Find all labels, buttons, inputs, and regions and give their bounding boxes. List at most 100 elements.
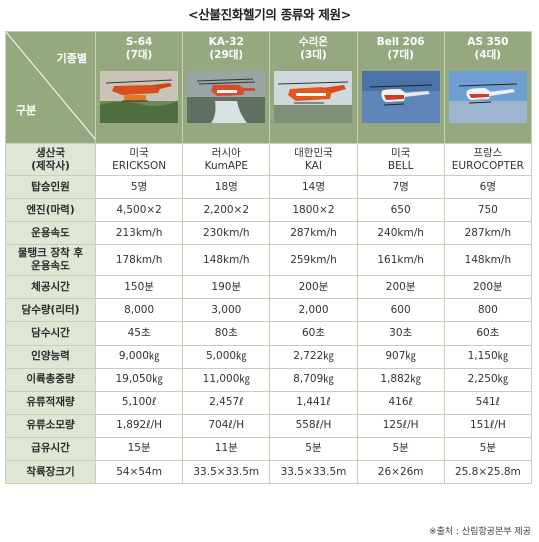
table-cell: 1800×2 (269, 198, 358, 223)
model-name: KA-32 (208, 36, 244, 48)
table-cell: 200분 (269, 275, 358, 300)
corner-label-category: 구분 (16, 104, 37, 117)
table-cell: 18명 (182, 174, 271, 200)
table-cell: 7명 (356, 174, 445, 200)
table-cell: 5명 (94, 174, 184, 200)
table-cell: 2,722㎏ (269, 344, 358, 369)
model-count: (29대) (209, 49, 244, 61)
corner-label-model: 기종별 (56, 52, 87, 65)
table-cell: 프랑스 EUROCOPTER (443, 143, 532, 176)
table-cell: 2,000 (269, 298, 358, 323)
table-cell: 2,200×2 (182, 198, 271, 223)
row-label: 탑승인원 (5, 174, 96, 200)
table-row: 엔진(마력) 4,500×2 2,200×2 1800×2 650 750 (5, 198, 532, 223)
table-cell: 11,000㎏ (182, 367, 271, 392)
table-cell: 2,250㎏ (443, 367, 532, 392)
model-name: AS 350 (467, 36, 509, 48)
table-row: 탑승인원 5명 18명 14명 7명 6명 (5, 174, 532, 200)
table-cell: 800 (443, 298, 532, 323)
table-cell: 151ℓ/H (443, 413, 532, 438)
table-cell: 5분 (356, 436, 445, 462)
table-cell: 54×54m (94, 460, 184, 485)
table-cell: 3,000 (182, 298, 271, 323)
table-cell: 5,000㎏ (182, 344, 271, 369)
table-cell: 15분 (94, 436, 184, 462)
model-name: 수리온 (298, 36, 328, 48)
model-count: (7대) (125, 49, 153, 61)
table-cell: 14명 (269, 174, 358, 200)
table-cell: 25.8×25.8m (443, 460, 532, 485)
table-row: 체공시간 150분 190분 200분 200분 200분 (5, 275, 532, 300)
model-name: Bell 206 (376, 36, 425, 48)
table-row: 유류적재량 5,100ℓ 2,457ℓ 1,441ℓ 416ℓ 541ℓ (5, 390, 532, 415)
table-cell: 30초 (356, 321, 445, 346)
table-row: 착륙장크기 54×54m 33.5×33.5m 33.5×33.5m 26×26… (5, 460, 532, 485)
table-cell: 5,100ℓ (94, 390, 184, 415)
table-cell: 750 (443, 198, 532, 223)
model-name: S-64 (125, 36, 153, 48)
model-count: (3대) (300, 49, 327, 61)
table-cell: 148km/h (182, 244, 271, 277)
table-cell: 4,500×2 (94, 198, 184, 223)
source-note: ※출처 : 산림항공본부 제공 (429, 527, 531, 537)
table-cell: 80초 (182, 321, 271, 346)
table-cell: 125ℓ/H (356, 413, 445, 438)
table-cell: 150분 (94, 275, 184, 300)
table-cell: 11분 (182, 436, 271, 462)
table-cell: 1,441ℓ (269, 390, 358, 415)
table-cell: 200분 (356, 275, 445, 300)
table-cell: 33.5×33.5m (269, 460, 358, 485)
row-label: 이륙총중량 (5, 367, 96, 392)
helicopter-photo-ka32 (187, 71, 266, 123)
table-cell: 8,000 (94, 298, 184, 323)
table-cell: 미국 ERICKSON (94, 143, 184, 176)
table-cell: 26×26m (356, 460, 445, 485)
table-row: 담수량(리터) 8,000 3,000 2,000 600 800 (5, 298, 532, 323)
row-label: 유류소모량 (5, 413, 96, 438)
table-cell: 287km/h (443, 221, 532, 246)
table-cell: 1,150㎏ (443, 344, 532, 369)
table-cell: 미국 BELL (356, 143, 445, 176)
table-cell: 541ℓ (443, 390, 532, 415)
model-count: (4대) (474, 49, 502, 61)
table-row: 운용속도 213km/h 230km/h 287km/h 240km/h 287… (5, 221, 532, 246)
table-row: 생산국 (제작사) 미국 ERICKSON 러시아 KumAPE 대한민국 KAI 미… (5, 143, 532, 176)
table-cell: 60초 (443, 321, 532, 346)
helicopter-photo-bell206 (361, 71, 440, 123)
helicopter-photo-surion (274, 71, 353, 123)
table-cell: 190분 (182, 275, 271, 300)
model-header-surion: 수리온 (3대) (269, 31, 358, 144)
table-row: 인양능력 9,000㎏ 5,000㎏ 2,722㎏ 907㎏ 1,150㎏ (5, 344, 532, 369)
table-row: 물탱크 장착 후 운용속도 178km/h 148km/h 259km/h 16… (5, 244, 532, 277)
table-cell: 259km/h (269, 244, 358, 277)
table-row: 유류소모량 1,892ℓ/H 704ℓ/H 558ℓ/H 125ℓ/H 151ℓ… (5, 413, 532, 438)
table-cell: 45초 (94, 321, 184, 346)
table-cell: 240km/h (356, 221, 445, 246)
table-row: 담수시간 45초 80초 60초 30초 60초 (5, 321, 532, 346)
table-cell: 60초 (269, 321, 358, 346)
model-header-ka32: KA-32 (29대) (182, 31, 271, 144)
model-header-s64: S-64 (7대) (94, 31, 184, 144)
row-label: 체공시간 (5, 275, 96, 300)
table-cell: 200분 (443, 275, 532, 300)
table-cell: 558ℓ/H (269, 413, 358, 438)
helicopter-photo-as350 (448, 71, 527, 123)
table-cell: 600 (356, 298, 445, 323)
table-cell: 8,709㎏ (269, 367, 358, 392)
table-cell: 33.5×33.5m (182, 460, 271, 485)
corner-diagonal-line (6, 32, 95, 139)
table-cell: 러시아 KumAPE (182, 143, 271, 176)
model-count: (7대) (387, 49, 414, 61)
table-cell: 6명 (443, 174, 532, 200)
table-row: 이륙총중량 19,050㎏ 11,000㎏ 8,709㎏ 1,882㎏ 2,25… (5, 367, 532, 392)
table-cell: 5분 (443, 436, 532, 462)
table-cell: 907㎏ (356, 344, 445, 369)
row-label: 운용속도 (5, 221, 96, 246)
table-row: 급유시간 15분 11분 5분 5분 5분 (5, 436, 532, 462)
spec-table: 기종별 구분 S-64 (7대) K (5, 31, 532, 485)
corner-header-cell: 기종별 구분 (5, 31, 96, 144)
row-label: 인양능력 (5, 344, 96, 369)
table-cell: 148km/h (443, 244, 532, 277)
row-label: 담수량(리터) (5, 298, 96, 323)
row-label: 유류적재량 (5, 390, 96, 415)
